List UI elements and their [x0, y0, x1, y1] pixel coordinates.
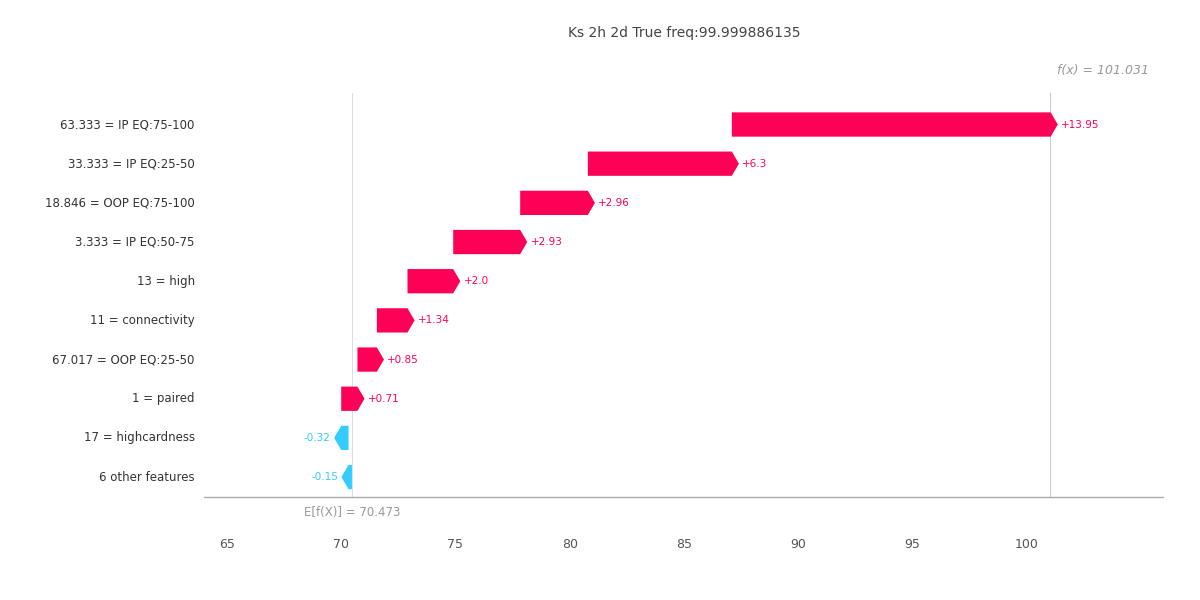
Text: +0.71: +0.71	[368, 394, 400, 404]
Text: 33.333 = IP EQ:25-50: 33.333 = IP EQ:25-50	[68, 157, 194, 170]
Text: +0.85: +0.85	[388, 355, 419, 365]
Text: f(x) = 101.031: f(x) = 101.031	[1057, 64, 1150, 77]
Polygon shape	[377, 308, 414, 332]
Text: 3.333 = IP EQ:50-75: 3.333 = IP EQ:50-75	[76, 236, 194, 248]
Text: +2.0: +2.0	[463, 276, 488, 286]
Polygon shape	[342, 465, 352, 489]
Text: -0.32: -0.32	[304, 433, 331, 443]
Text: E[f(X)] = 70.473: E[f(X)] = 70.473	[304, 506, 400, 520]
Text: 17 = highcardness: 17 = highcardness	[84, 431, 194, 445]
Title: Ks 2h 2d True freq:99.999886135: Ks 2h 2d True freq:99.999886135	[568, 26, 800, 40]
Polygon shape	[408, 269, 461, 293]
Polygon shape	[588, 152, 739, 176]
Polygon shape	[341, 386, 365, 411]
Text: +2.96: +2.96	[599, 198, 630, 208]
Text: +13.95: +13.95	[1061, 119, 1099, 130]
Polygon shape	[520, 191, 595, 215]
Polygon shape	[358, 347, 384, 371]
Polygon shape	[454, 230, 527, 254]
Text: 67.017 = OOP EQ:25-50: 67.017 = OOP EQ:25-50	[53, 353, 194, 366]
Text: 11 = connectivity: 11 = connectivity	[90, 314, 194, 327]
Text: +6.3: +6.3	[743, 158, 768, 169]
Text: -0.15: -0.15	[311, 472, 338, 482]
Text: 18.846 = OOP EQ:75-100: 18.846 = OOP EQ:75-100	[46, 196, 194, 209]
Polygon shape	[732, 112, 1057, 137]
Polygon shape	[334, 426, 348, 450]
Text: +2.93: +2.93	[530, 237, 563, 247]
Text: +1.34: +1.34	[418, 316, 450, 325]
Text: 1 = paired: 1 = paired	[132, 392, 194, 405]
Text: 63.333 = IP EQ:75-100: 63.333 = IP EQ:75-100	[60, 118, 194, 131]
Text: 6 other features: 6 other features	[100, 470, 194, 484]
Text: 13 = high: 13 = high	[137, 275, 194, 288]
